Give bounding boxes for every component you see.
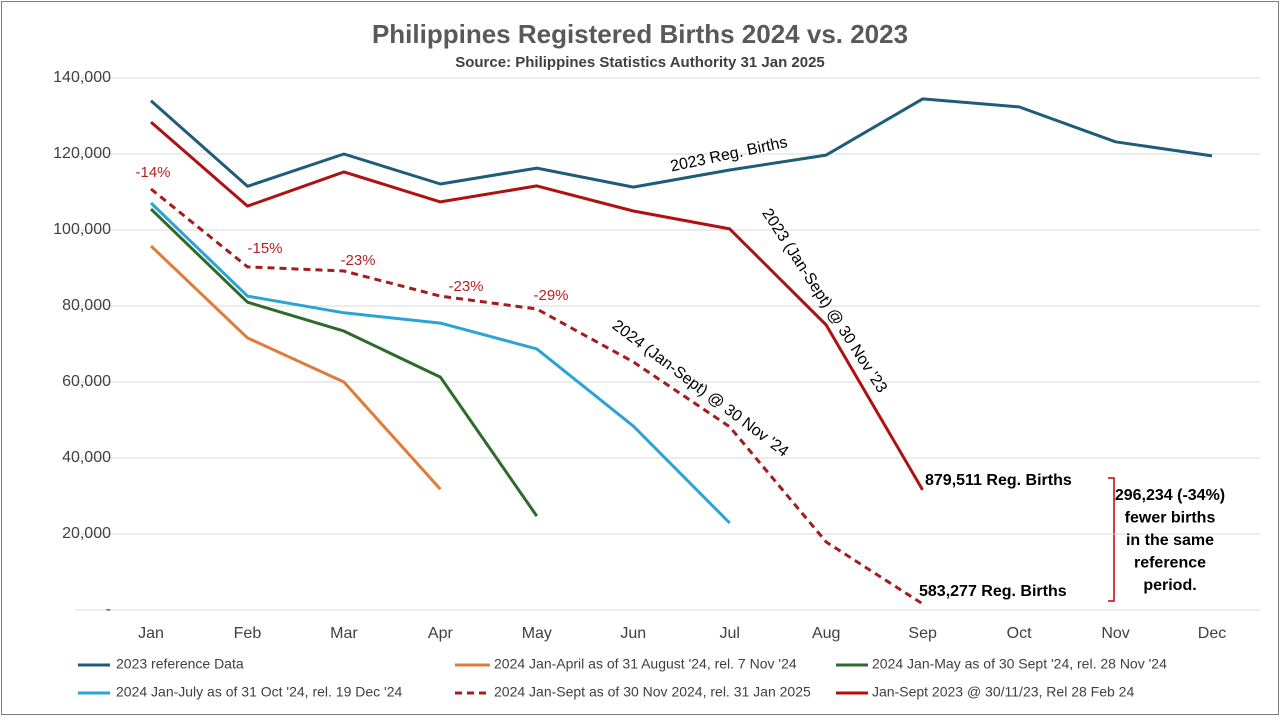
chart-title: Philippines Registered Births 2024 vs. 2… — [372, 19, 908, 49]
y-tick-label: 20,000 — [62, 525, 111, 542]
x-tick-label: Jan — [138, 625, 164, 642]
annotation: -15% — [247, 240, 282, 257]
series-line — [150, 187, 924, 606]
note-line: period. — [1143, 577, 1196, 594]
x-tick-label: Oct — [1007, 625, 1032, 642]
note-line: 296,234 (-34%) — [1115, 487, 1225, 504]
annotation: -23% — [448, 278, 483, 295]
series-line — [150, 120, 924, 491]
legend-label: 2024 Jan-May as of 30 Sept '24, rel. 28 … — [872, 656, 1167, 672]
x-tick-label: Aug — [812, 625, 840, 642]
legend-label: 2024 Jan-April as of 31 August '24, rel.… — [494, 656, 797, 672]
x-tick-label: Dec — [1198, 625, 1226, 642]
annotation: 583,277 Reg. Births — [919, 583, 1067, 600]
y-tick-label: 140,000 — [53, 69, 111, 86]
note-line: fewer births — [1125, 510, 1216, 527]
x-tick-label: May — [522, 625, 552, 642]
annotation: -14% — [135, 164, 170, 181]
x-tick-label: Feb — [234, 625, 262, 642]
legend-label: Jan-Sept 2023 @ 30/11/23, Rel 28 Feb 24 — [872, 684, 1134, 700]
y-tick-label: 120,000 — [53, 145, 111, 162]
series-line — [149, 244, 442, 491]
y-tick-label: - — [106, 601, 111, 618]
annotation: -29% — [533, 287, 568, 304]
annotation: -23% — [340, 252, 375, 269]
legend-label: 2023 reference Data — [116, 656, 244, 672]
x-tick-label: Jun — [620, 625, 646, 642]
y-tick-label: 60,000 — [62, 373, 111, 390]
x-tick-label: Mar — [330, 625, 358, 642]
x-tick-label: Apr — [428, 625, 454, 642]
x-tick-label: Sep — [908, 625, 937, 642]
legend-label: 2024 Jan-July as of 31 Oct '24, rel. 19 … — [116, 684, 402, 700]
bracket — [1108, 477, 1115, 602]
y-tick-label: 100,000 — [53, 221, 111, 238]
note-line: reference — [1134, 555, 1206, 572]
x-tick-label: Jul — [720, 625, 740, 642]
series-line — [149, 208, 539, 517]
note-line: in the same — [1126, 532, 1214, 549]
legend-label: 2024 Jan-Sept as of 30 Nov 2024, rel. 31… — [494, 684, 811, 700]
y-tick-label: 40,000 — [62, 449, 111, 466]
x-tick-label: Nov — [1101, 625, 1129, 642]
y-tick-label: 80,000 — [62, 297, 111, 314]
series-line — [150, 97, 1213, 189]
series-line — [149, 201, 731, 525]
chart-subtitle: Source: Philippines Statistics Authority… — [455, 54, 825, 71]
annotation: 879,511 Reg. Births — [925, 472, 1072, 489]
